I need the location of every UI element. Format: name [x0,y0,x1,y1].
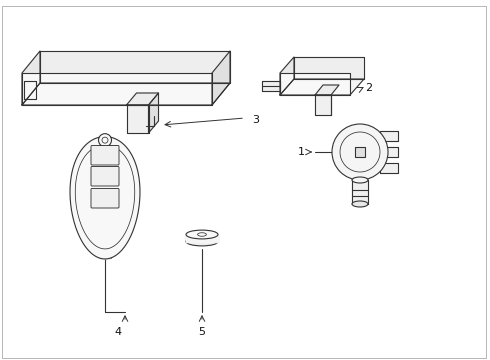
Polygon shape [22,73,212,105]
Polygon shape [380,147,398,157]
Polygon shape [352,180,368,204]
Polygon shape [380,163,398,173]
Ellipse shape [186,237,218,246]
Polygon shape [342,134,355,170]
Polygon shape [262,81,280,91]
Text: 3: 3 [252,115,259,125]
Polygon shape [22,83,230,105]
Polygon shape [280,73,350,95]
Polygon shape [212,51,230,105]
Text: 5: 5 [198,327,205,337]
Polygon shape [126,93,158,105]
Ellipse shape [352,201,368,207]
Polygon shape [315,85,339,95]
Circle shape [332,124,388,180]
Text: 4: 4 [115,327,122,337]
Polygon shape [70,136,140,259]
Polygon shape [380,131,398,141]
Bar [355,147,365,157]
FancyBboxPatch shape [91,166,119,186]
Text: 2: 2 [365,83,372,93]
Polygon shape [40,51,230,83]
Polygon shape [294,57,364,79]
FancyBboxPatch shape [91,189,119,208]
Polygon shape [280,57,294,95]
Polygon shape [126,105,148,133]
Polygon shape [280,79,364,95]
Polygon shape [148,93,158,133]
Ellipse shape [352,177,368,183]
Text: 1: 1 [298,147,305,157]
Circle shape [98,134,112,147]
Polygon shape [315,95,331,115]
Polygon shape [186,234,218,242]
Ellipse shape [186,230,218,239]
FancyBboxPatch shape [91,145,119,165]
Polygon shape [22,51,40,105]
